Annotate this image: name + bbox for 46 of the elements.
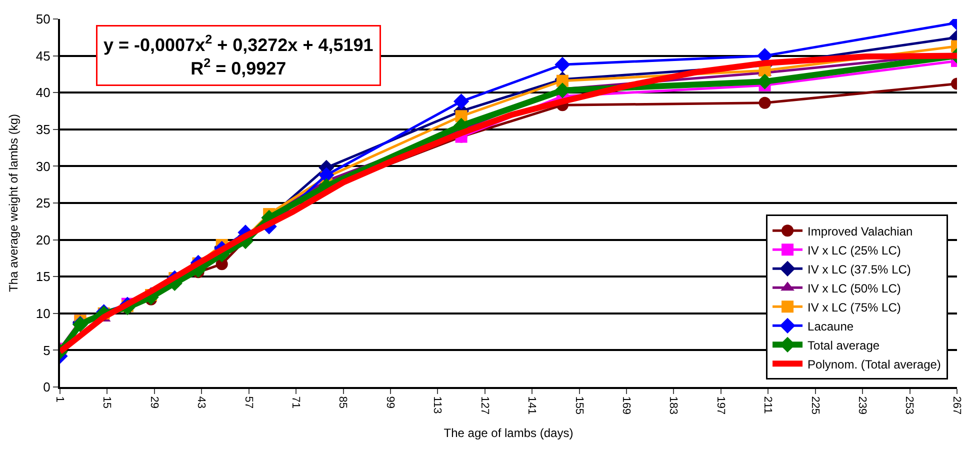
y-tick-label: 35 [36, 122, 50, 137]
legend-label: Improved Valachian [808, 224, 913, 238]
x-tick-label: 85 [336, 396, 349, 408]
x-tick-label: 57 [242, 396, 254, 408]
y-tick-label: 25 [36, 196, 50, 211]
x-tick-label: 71 [289, 396, 302, 408]
x-tick-label: 1 [53, 396, 66, 402]
x-tick-label: 183 [667, 396, 680, 415]
x-tick-label: 15 [100, 396, 113, 408]
y-tick-label: 30 [36, 158, 50, 174]
x-tick-label: 113 [431, 396, 444, 414]
y-tick-label: 15 [36, 269, 50, 284]
x-tick-label: 141 [526, 396, 538, 415]
point [318, 167, 334, 183]
y-tick-label: 20 [36, 232, 50, 248]
x-tick-label: 253 [903, 396, 916, 415]
y-axis-title: Tha average weight of lambs (kg) [6, 114, 21, 292]
y-tick-label: 45 [36, 48, 50, 64]
x-tick-label: 211 [762, 396, 774, 414]
point [758, 96, 771, 109]
legend-label: IV x LC (25% LC) [808, 243, 901, 258]
legend-label: IV x LC (75% LC) [808, 300, 901, 314]
point [554, 56, 570, 72]
legend-label: Polynom. (Total average) [808, 357, 941, 372]
x-tick-label: 155 [572, 396, 585, 415]
x-tick-label: 169 [620, 396, 632, 415]
x-tick-label: 43 [195, 396, 208, 408]
y-tick-label: 40 [36, 85, 50, 100]
x-axis-title: The age of lambs (days) [444, 426, 574, 440]
x-tick-label: 225 [808, 396, 821, 415]
legend-label: Lacaune [808, 319, 854, 334]
x-tick-label: 267 [950, 396, 962, 415]
x-tick-label: 239 [856, 396, 868, 415]
legend-label: IV x LC (37.5% LC) [808, 262, 911, 276]
y-tick-label: 10 [36, 306, 50, 321]
x-tick-label: 197 [714, 396, 726, 415]
legend-label: Total average [808, 338, 880, 352]
legend-label: IV x LC (50% LC) [808, 281, 901, 296]
annotation: y = -0,0007x$^{2}$ + 0,3272x + 4,5191 R$^{2}$ = 0,9927 [104, 32, 374, 78]
x-tick-label: 127 [478, 396, 490, 415]
point [453, 94, 470, 110]
y-tick-label: 5 [43, 342, 50, 358]
y-tick-label: 50 [36, 12, 50, 27]
y-tick-label: 0 [43, 380, 50, 395]
x-tick-label: 29 [148, 396, 160, 408]
x-tick-label: 99 [384, 396, 396, 408]
